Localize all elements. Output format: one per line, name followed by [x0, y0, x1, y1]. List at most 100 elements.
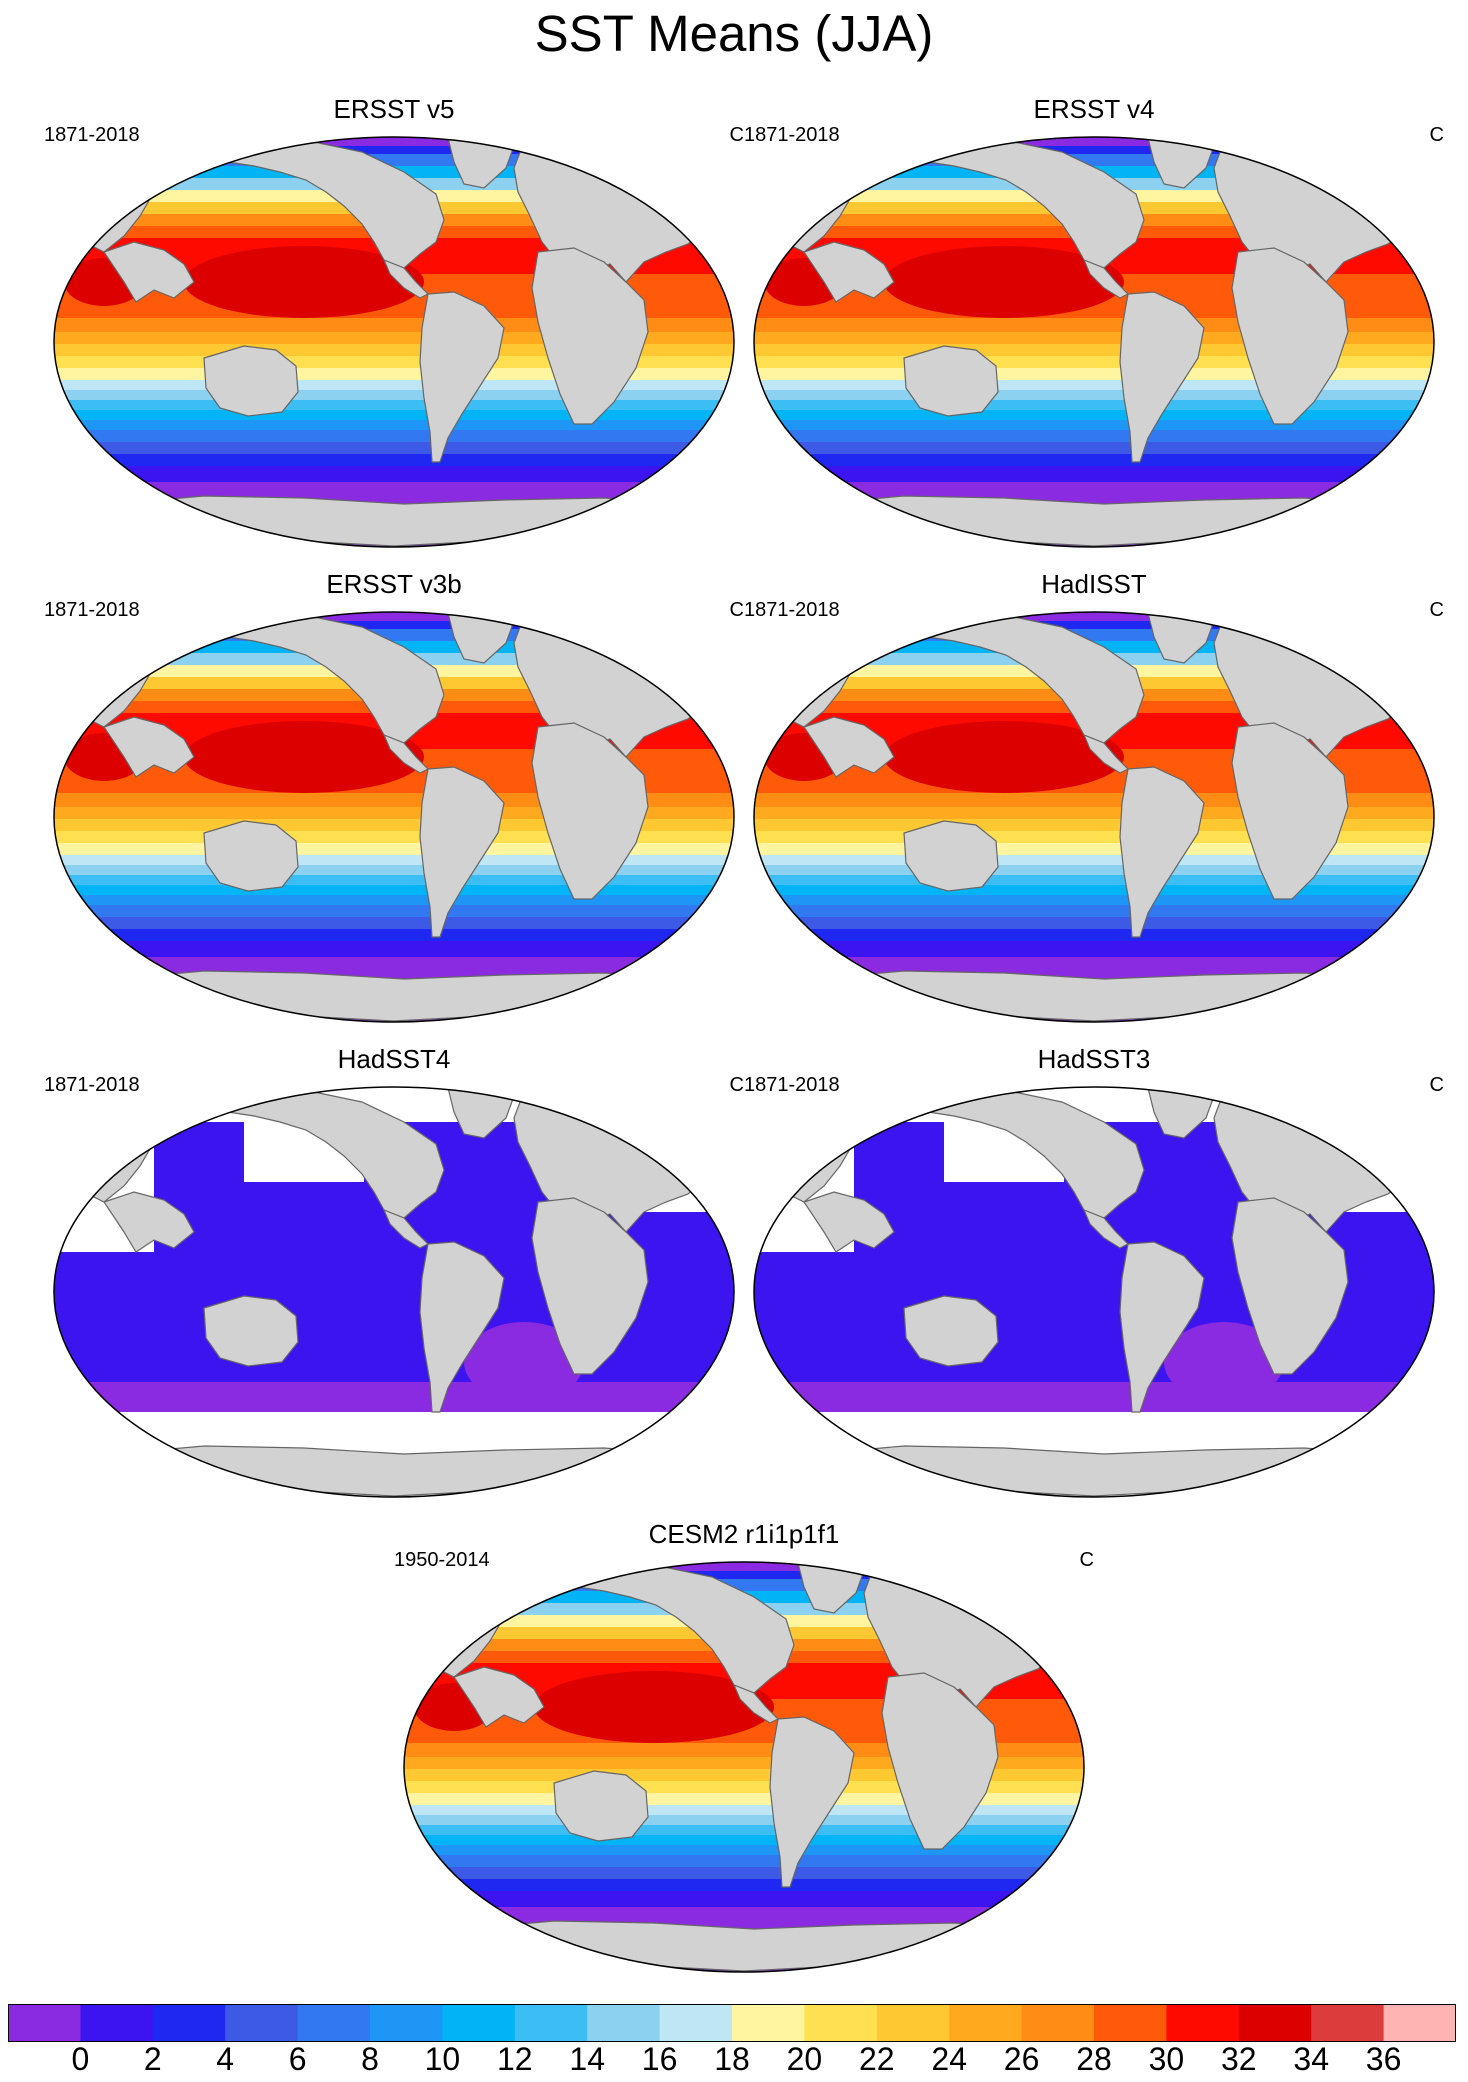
panel-years: 1871-2018 — [744, 124, 840, 146]
colorbar-tick-label: 28 — [1076, 2041, 1112, 2077]
colorbar-swatch — [804, 2004, 878, 2042]
colorbar-swatch — [587, 2004, 661, 2042]
colorbar-swatch — [225, 2004, 299, 2042]
sst-band — [754, 957, 1434, 979]
sst-band — [754, 855, 1434, 865]
map-body — [404, 1562, 1084, 1972]
colorbar-swatch — [442, 2004, 516, 2042]
map-body — [54, 137, 734, 547]
sst-band — [54, 146, 734, 154]
land-mass — [803, 241, 895, 303]
missing-data — [754, 1087, 1434, 1122]
sst-band — [54, 137, 734, 146]
colorbar-tick-label: 6 — [288, 2041, 307, 2077]
missing-data — [54, 1087, 734, 1122]
sst-band — [754, 380, 1434, 390]
sst-band — [404, 1835, 1084, 1845]
sst-patch — [464, 1322, 584, 1402]
sst-band — [754, 454, 1434, 466]
colorbar-tick-label: 2 — [143, 2041, 162, 2077]
panel-years: 1871-2018 — [44, 1074, 140, 1096]
colorbar-tick-label: 8 — [361, 2041, 379, 2077]
colorbar-swatch — [514, 2004, 588, 2042]
sst-map — [53, 611, 735, 1023]
panel-years: 1871-2018 — [744, 1074, 840, 1096]
colorbar-tick-label: 0 — [71, 2041, 90, 2077]
colorbar-swatch — [1166, 2004, 1240, 2042]
sst-band — [754, 612, 1434, 621]
sst-band — [54, 154, 734, 166]
map-outline — [753, 1086, 1435, 1498]
sst-band — [754, 420, 1434, 430]
colorbar-swatch — [1094, 2004, 1167, 2042]
colorbar-tick-label: 26 — [1003, 2041, 1040, 2077]
panel-title: ERSST v4 — [1033, 94, 1155, 124]
sst-band — [404, 1891, 1084, 1907]
sst-band — [54, 466, 734, 482]
land-mass — [203, 1295, 299, 1367]
sst-map — [53, 1086, 735, 1498]
sst-band — [754, 482, 1434, 504]
sst-map — [753, 136, 1435, 548]
sst-band — [754, 843, 1434, 855]
sst-band — [754, 154, 1434, 166]
sst-band — [54, 380, 734, 390]
land-mass — [903, 345, 999, 417]
land-mass — [531, 1197, 649, 1375]
panel-unit: C — [1079, 1549, 1094, 1571]
map-outline — [53, 136, 735, 548]
sst-band — [754, 929, 1434, 941]
colorbar-tick-label: 34 — [1293, 2041, 1329, 2077]
sst-band — [54, 855, 734, 865]
sst-band — [754, 621, 1434, 629]
sst-map — [753, 1086, 1435, 1498]
colorbar-swatch — [297, 2004, 371, 2042]
colorbar-swatch — [152, 2004, 226, 2042]
land-mass — [811, 495, 1387, 547]
land-mass — [1082, 1208, 1130, 1249]
map-outline — [753, 136, 1435, 548]
sst-band — [404, 1579, 1084, 1591]
sst-band — [404, 1907, 1084, 1929]
panel-years: 1950-2014 — [394, 1549, 490, 1571]
colorbar-frame — [8, 2004, 1456, 2042]
land-mass — [1231, 247, 1349, 425]
warm-pool — [884, 721, 1124, 793]
sst-band — [54, 482, 734, 504]
land-mass — [382, 258, 430, 299]
colorbar-swatch — [659, 2004, 733, 2042]
land-mass — [531, 722, 649, 900]
sst-band — [404, 1845, 1084, 1855]
sst-band — [404, 1879, 1084, 1891]
land-mass — [1082, 258, 1130, 299]
colorbar — [8, 2004, 1456, 2042]
sst-band — [54, 621, 734, 629]
sst-band — [54, 629, 734, 641]
sst-band — [54, 454, 734, 466]
land-mass — [419, 291, 505, 463]
land-mass — [811, 1445, 1387, 1497]
land-mass — [419, 766, 505, 938]
land-mass — [881, 1672, 999, 1850]
land-mass — [531, 247, 649, 425]
sst-band — [754, 865, 1434, 875]
sst-band — [754, 400, 1434, 410]
sst-band — [54, 885, 734, 895]
sst-band — [54, 400, 734, 410]
colorbar-tick-label: 18 — [714, 2041, 750, 2077]
panel-title: HadISST — [1041, 569, 1147, 599]
colorbar-tick-label: 4 — [216, 2041, 235, 2077]
panel-years: 1871-2018 — [44, 599, 140, 621]
sst-band — [754, 905, 1434, 917]
colorbar-tick-label: 12 — [497, 2041, 533, 2077]
sst-band — [54, 430, 734, 442]
sst-band — [754, 917, 1434, 929]
sst-band — [754, 146, 1434, 154]
land-mass — [903, 820, 999, 892]
warm-pool — [884, 246, 1124, 318]
colorbar-swatch — [80, 2004, 154, 2042]
sst-map — [403, 1561, 1085, 1973]
sst-band — [754, 466, 1434, 482]
land-mass — [382, 733, 430, 774]
land-mass — [203, 345, 299, 417]
